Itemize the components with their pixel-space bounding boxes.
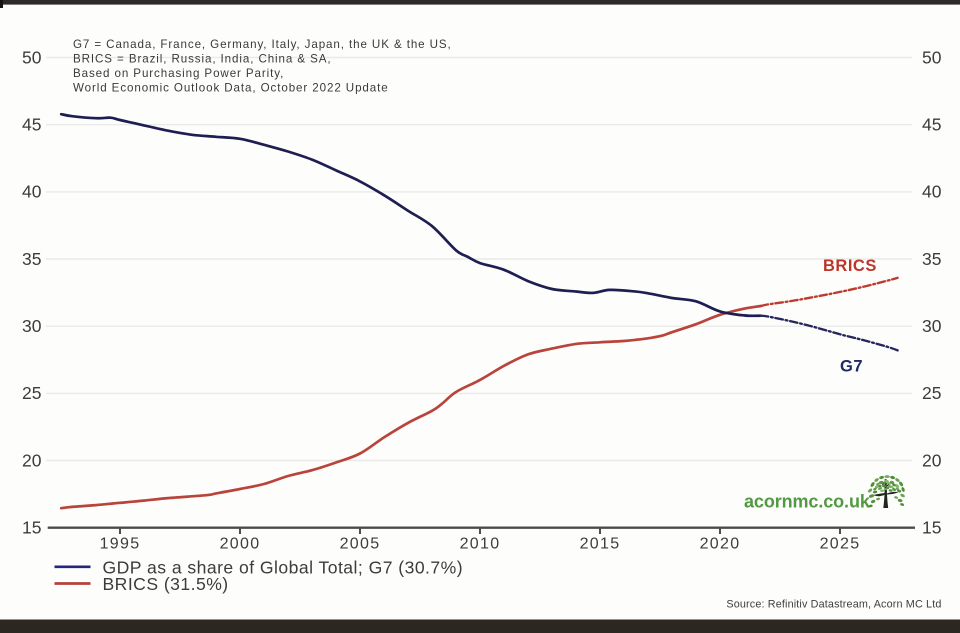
svg-text:Based on Purchasing Power Pari: Based on Purchasing Power Parity, xyxy=(73,67,284,80)
svg-text:15: 15 xyxy=(922,518,941,538)
svg-text:acornmc.co.uk: acornmc.co.uk xyxy=(744,492,871,512)
svg-text:25: 25 xyxy=(922,383,941,403)
svg-text:20: 20 xyxy=(922,450,942,470)
svg-text:1995: 1995 xyxy=(100,536,141,553)
svg-text:BRICS (31.5%): BRICS (31.5%) xyxy=(103,574,229,594)
svg-text:50: 50 xyxy=(922,47,942,67)
svg-text:35: 35 xyxy=(22,249,41,269)
svg-text:2020: 2020 xyxy=(700,536,741,553)
svg-text:GDP as a share of Global Total: GDP as a share of Global Total; G7 (30.7… xyxy=(103,557,464,577)
svg-text:50: 50 xyxy=(22,47,42,67)
svg-text:BRICS: BRICS xyxy=(823,257,877,275)
svg-text:15: 15 xyxy=(22,518,41,538)
svg-text:45: 45 xyxy=(22,115,41,135)
svg-text:2005: 2005 xyxy=(340,536,381,553)
svg-text:G7 = Canada, France, Germany,: G7 = Canada, France, Germany, Italy, Jap… xyxy=(73,38,452,51)
svg-text:40: 40 xyxy=(922,182,942,202)
svg-text:2025: 2025 xyxy=(820,536,861,553)
svg-text:30: 30 xyxy=(22,316,42,336)
svg-text:25: 25 xyxy=(22,383,41,403)
svg-text:35: 35 xyxy=(922,249,941,269)
svg-text:30: 30 xyxy=(922,316,942,336)
svg-text:2015: 2015 xyxy=(580,536,621,553)
svg-text:World Economic Outlook Data, O: World Economic Outlook Data, October 202… xyxy=(73,82,389,95)
svg-text:45: 45 xyxy=(922,115,941,135)
svg-text:BRICS = Brazil, Russia, India,: BRICS = Brazil, Russia, India, China & S… xyxy=(73,53,332,66)
svg-text:2000: 2000 xyxy=(220,536,261,553)
svg-text:40: 40 xyxy=(22,182,42,202)
svg-text:Source: Refinitiv Datastream,: Source: Refinitiv Datastream, Acorn MC L… xyxy=(726,599,941,611)
svg-text:2010: 2010 xyxy=(460,536,501,553)
svg-text:G7: G7 xyxy=(840,358,863,376)
svg-text:20: 20 xyxy=(22,450,42,470)
